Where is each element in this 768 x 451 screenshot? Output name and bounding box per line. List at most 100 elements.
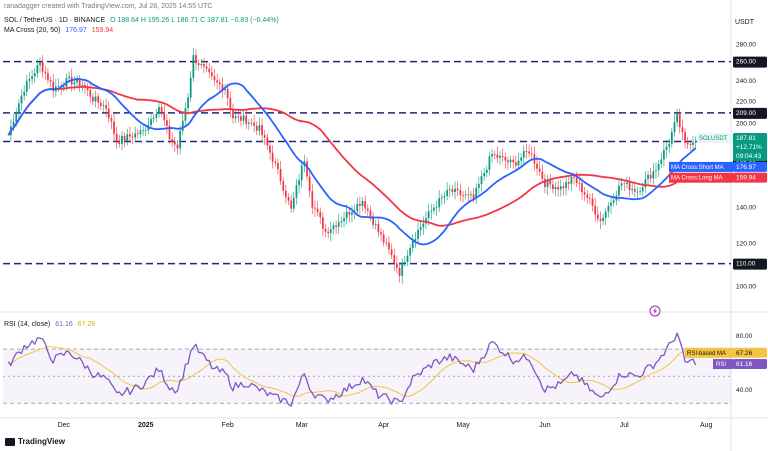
candle-body: [541, 171, 544, 179]
candle-body: [314, 207, 316, 209]
candle-body: [76, 79, 78, 83]
candle-body: [340, 221, 343, 223]
author-line: ranadagger created with TradingView.com,…: [4, 3, 213, 10]
candle-body: [670, 132, 673, 144]
candle-body: [660, 159, 663, 165]
candle-body: [372, 216, 374, 225]
level-tag-110: [733, 258, 767, 270]
candle-body: [589, 197, 591, 199]
candle-body: [517, 160, 520, 166]
level-tag-260: [733, 56, 767, 68]
ma-label: MA Cross (20, 50): [4, 27, 61, 34]
candle-body: [102, 105, 105, 107]
candle-body: [28, 79, 31, 81]
candle-body: [105, 105, 107, 109]
candle-body: [224, 88, 226, 91]
candle-body: [403, 261, 406, 263]
candle-body: [284, 190, 287, 198]
candle-body: [475, 187, 478, 199]
candle-body: [689, 144, 692, 146]
candle-body: [166, 120, 168, 126]
candle-body: [250, 122, 253, 124]
candle-body: [678, 113, 681, 128]
candle-body: [438, 198, 441, 208]
candle-body: [327, 231, 330, 234]
candle-body: [144, 130, 147, 131]
candle-body: [179, 130, 181, 149]
current-symbol-tag: [697, 132, 733, 143]
candle-body: [504, 156, 507, 161]
candle-body: [433, 207, 435, 211]
candle-body: [631, 188, 634, 191]
candle-body: [68, 76, 70, 79]
candle-body: [385, 242, 388, 244]
price-tick-label: 280.00: [736, 42, 756, 49]
candle-body: [570, 177, 573, 184]
candle-body: [575, 177, 578, 184]
candle-body: [31, 76, 33, 80]
candle-body: [271, 152, 274, 162]
candle-body: [623, 183, 626, 185]
candle-body: [295, 185, 298, 198]
candle-body: [422, 223, 425, 228]
candle-body: [181, 120, 184, 131]
candle-body: [501, 156, 504, 157]
candle-body: [15, 112, 18, 122]
candle-body: [446, 190, 449, 197]
time-tick-label: Mar: [296, 422, 309, 429]
candle-body: [657, 164, 660, 171]
candle-body: [12, 121, 15, 127]
rsi-tag-label-bg: [713, 359, 733, 370]
candle-body: [261, 125, 263, 136]
candle-body: [168, 125, 171, 140]
candle-body: [279, 169, 282, 182]
ohlc-values: O 188.64 H 195.26 L 186.71 C 187.81 −0.8…: [110, 17, 279, 24]
candle-body: [134, 133, 137, 138]
candle-body: [607, 205, 610, 212]
candle-body: [41, 62, 44, 72]
candle-body: [152, 117, 155, 119]
candle-body: [163, 112, 166, 121]
candle-body: [390, 249, 393, 256]
candle-body: [573, 177, 575, 178]
candle-body: [92, 96, 94, 102]
candle-body: [382, 234, 385, 243]
candle-body: [62, 86, 65, 88]
candle-body: [329, 229, 332, 234]
candle-body: [335, 225, 337, 227]
candle-body: [269, 145, 271, 153]
candle-body: [647, 174, 649, 180]
candle-body: [462, 194, 464, 196]
time-tick-label: 2025: [138, 422, 154, 429]
candle-body: [208, 68, 211, 73]
candle-body: [366, 208, 369, 211]
candle-body: [377, 224, 380, 233]
ma-line: MA Cross (20, 50) 176.97 159.94: [4, 26, 116, 35]
candle-body: [229, 98, 232, 110]
candle-body: [380, 232, 382, 235]
candle-body: [612, 200, 615, 203]
candle-body: [242, 115, 245, 121]
candle-body: [78, 79, 81, 87]
candle-body: [155, 114, 158, 118]
candle-body: [644, 179, 647, 188]
level-tag-209-text: 209.00: [736, 110, 756, 117]
ma-long-value: 159.94: [91, 27, 114, 34]
candle-body: [448, 189, 451, 191]
candle-body: [216, 80, 219, 83]
ma-long-tag: [733, 172, 767, 183]
ma-short-tag-label: MA Cross:Short MA: [671, 165, 724, 171]
candle-body: [493, 154, 496, 155]
candle-body: [245, 115, 248, 124]
candle-body: [205, 66, 208, 69]
rsi-tag-label: RSI: [716, 362, 726, 368]
rsi-line: [7, 332, 697, 407]
rsi-ma-tag-label-bg: [685, 347, 733, 358]
candle-body: [633, 188, 636, 192]
time-tick-label: Apr: [378, 422, 390, 429]
ma-long-tag-value: 159.94: [736, 175, 756, 182]
candle-body: [298, 180, 300, 186]
candle-body: [97, 96, 100, 103]
time-tick-label: Feb: [222, 422, 234, 429]
